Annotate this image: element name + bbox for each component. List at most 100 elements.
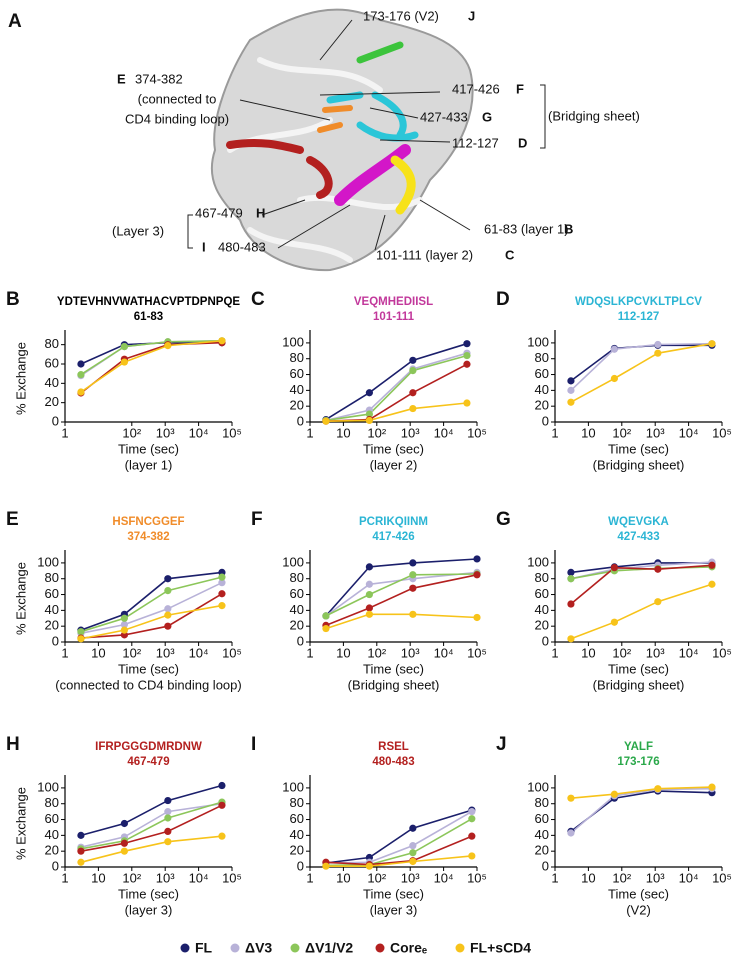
region-label: 374-382 [135,71,183,86]
y-tick-label: 20 [290,843,304,858]
data-point [120,614,128,622]
y-tick-label: 80 [535,570,549,585]
y-tick-label: 80 [290,350,304,365]
data-point [468,832,476,840]
series-line [80,804,223,852]
x-tick-label: 1 [551,425,558,440]
y-tick-label: 80 [45,795,59,810]
data-point [468,852,476,860]
x-tick-label: 10³ [401,645,420,660]
y-tick-label: 20 [535,618,549,633]
data-point [120,621,128,629]
data-point [654,565,662,573]
x-tick-label: 1 [306,870,313,885]
region-label: 427-433 [420,109,468,124]
y-tick-label: 80 [290,570,304,585]
data-point [610,790,618,798]
data-point [468,808,476,816]
region-label: 480-483 [218,239,266,254]
data-point [164,808,172,816]
region-letter: J [468,8,475,23]
series-line [570,583,713,640]
x-tick-label: 10⁴ [189,870,209,885]
data-point [473,613,481,622]
y-tick-label: 80 [45,570,59,585]
legend: FL ΔV3 ΔV1/V2 Coreₑ FL+sCD4 [180,940,531,956]
x-axis-label: Time (sec) [608,661,669,676]
x-tick-label: 10⁴ [189,645,209,660]
legend-swatch [180,943,190,953]
x-tick-label: 10³ [156,425,175,440]
chart-caption: (layer 1) [125,457,173,472]
x-tick-label: 10⁵ [467,645,487,660]
x-axis-label: Time (sec) [608,441,669,456]
panel-letter: G [496,509,511,530]
data-point [164,796,172,805]
y-tick-label: 60 [45,586,59,601]
chart-title: YALF [624,741,653,753]
data-point [218,337,226,345]
chart-title: IFRPGGGDMRDNW [95,741,202,753]
data-point [322,624,330,633]
region-letter: E [117,71,126,86]
data-point [409,610,417,618]
y-tick-label: 0 [297,633,304,648]
data-point [322,612,330,620]
data-point [120,847,128,855]
data-point [409,366,417,375]
data-point [610,618,618,626]
data-point [409,389,417,397]
y-tick-label: 60 [535,586,549,601]
series-line [80,571,222,631]
chart-subtitle: 480-483 [372,756,414,768]
series-line [570,564,712,605]
data-point [120,839,128,847]
panel-letter: A [8,11,22,32]
x-axis-label: Time (sec) [363,886,424,901]
x-tick-label: 1 [306,645,313,660]
panel-letter: E [6,509,19,530]
data-point [708,783,716,791]
data-point [409,857,417,866]
data-point [708,340,716,348]
data-point [322,862,330,870]
x-axis-label: Time (sec) [118,441,179,456]
panel-letter: C [251,289,265,310]
region-letter: G [482,109,492,124]
region-label: 467-479 [195,205,243,220]
legend-label: FL [195,940,213,956]
data-point [409,559,417,567]
data-point [77,628,85,636]
x-tick-label: 10³ [156,645,175,660]
data-point [164,575,172,583]
data-point [473,555,481,563]
x-tick-label: 10³ [156,870,175,885]
data-point [654,349,662,357]
y-tick-label: 20 [535,398,549,413]
data-point [463,340,471,348]
data-point [567,829,575,837]
series-line [80,341,222,394]
region-label: 173-176 (V2) [363,8,439,23]
y-tick-label: 20 [45,618,59,633]
chart-title: VEQMHEDIISL [354,296,433,308]
x-tick-label: 10⁴ [679,645,699,660]
data-point [120,358,128,366]
data-point [610,345,618,353]
data-point [218,832,226,840]
y-tick-label: 40 [290,827,304,842]
data-point [120,626,128,634]
y-tick-label: 100 [37,554,59,569]
chart-title: PCRIKQIINM [359,516,428,528]
chart-caption: (layer 3) [125,902,173,917]
y-tick-label: 80 [535,795,549,810]
x-tick-label: 10⁴ [679,425,699,440]
series-line [80,604,223,640]
x-axis-label: Time (sec) [118,661,179,676]
series-line [80,340,222,377]
